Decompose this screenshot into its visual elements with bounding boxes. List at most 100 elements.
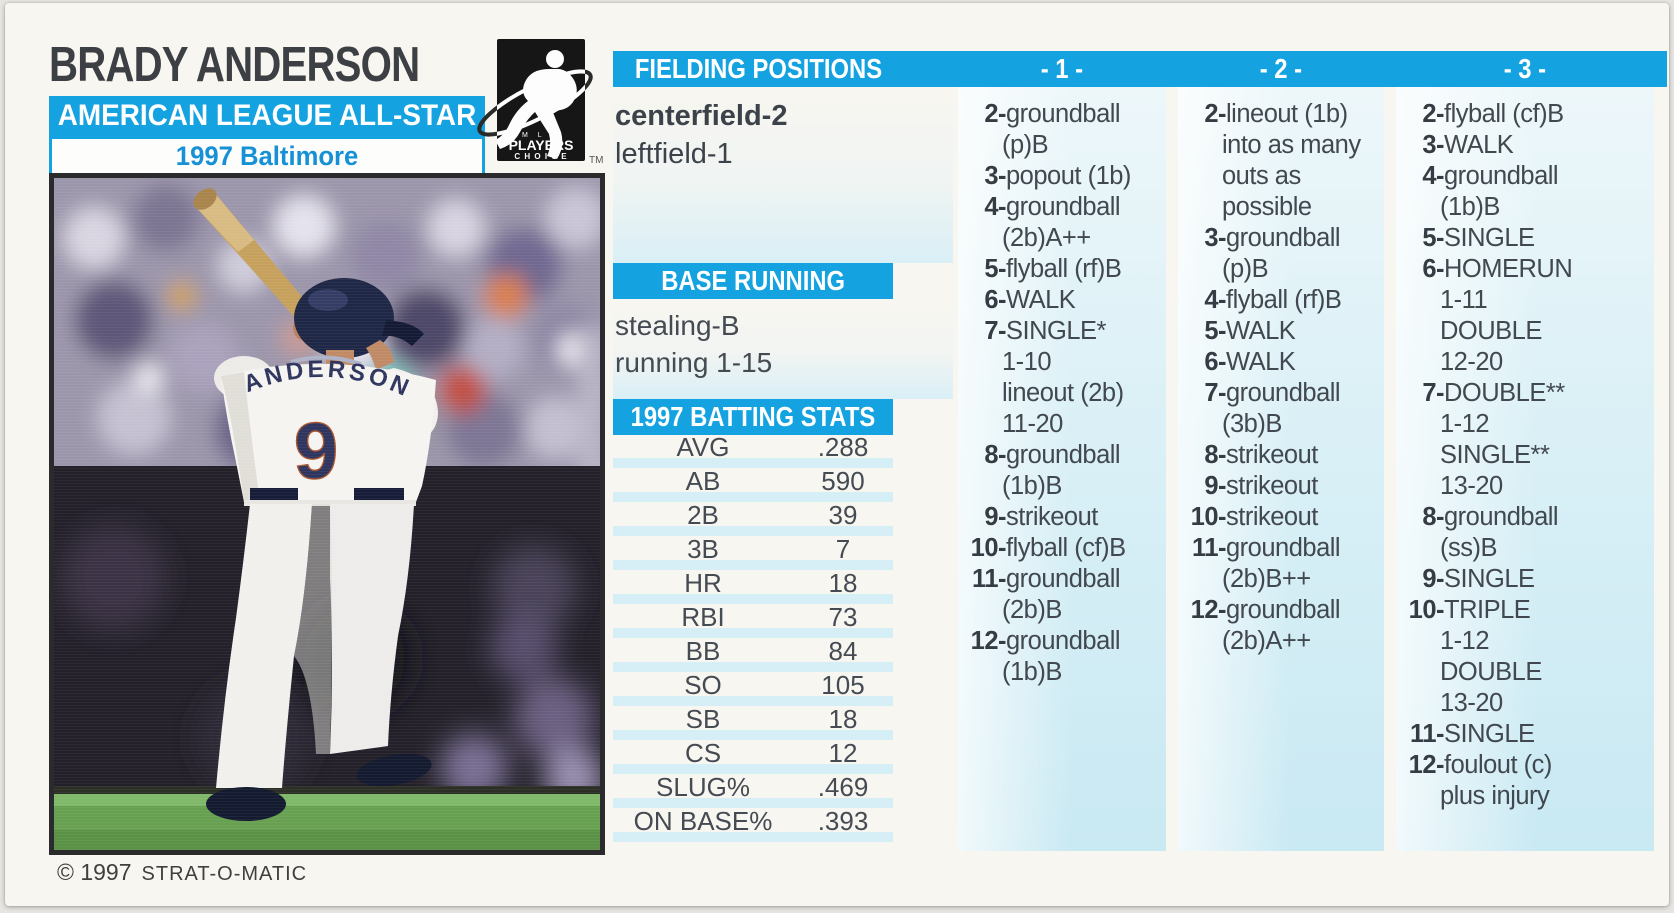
player-photo: ANDERSON 9 <box>34 158 620 855</box>
dice-entry: 9- strikeout <box>1184 471 1380 502</box>
entry-line: 9- strikeout <box>1204 472 1318 500</box>
entry-line: 3- WALK <box>1422 131 1514 159</box>
stat-label: SO <box>684 670 722 700</box>
entry-line: outs as <box>1222 162 1301 190</box>
stat-row: 2B 39 <box>613 502 893 537</box>
dice-entry: 5- WALK <box>1184 316 1380 347</box>
entry-line: 3- popout (1b) <box>984 162 1131 190</box>
entry-line: 8- strikeout <box>1204 441 1318 469</box>
stat-row: SO 105 <box>613 670 893 707</box>
dice-entry: 7- groundball (3b)B <box>1184 378 1380 440</box>
result-column-entries: 2- lineout (1b) into as many outs as possibl… <box>1178 87 1384 851</box>
fielding-position-line: leftfield-1 <box>615 138 733 170</box>
header-label-fielding: FIELDING POSITIONS <box>634 53 883 84</box>
stat-value: 105 <box>821 670 865 700</box>
dice-entry: 5- flyball (rf)B <box>964 254 1162 285</box>
entry-line: (3b)B <box>1222 410 1282 438</box>
entry-line: (1b)B <box>1002 658 1062 686</box>
stat-row: SB 18 <box>613 706 893 741</box>
dice-entry: 11- groundball (2b)B <box>964 564 1162 626</box>
entry-line: 6- HOMERUN <box>1422 255 1573 283</box>
dice-entry: 12- foulout (c) plus injury <box>1402 750 1650 812</box>
entry-line: DOUBLE <box>1440 658 1542 686</box>
entry-line: 10- strikeout <box>1190 503 1319 531</box>
dice-entry: 9- strikeout <box>964 502 1162 533</box>
entry-line: (1b)B <box>1002 472 1062 500</box>
entry-line: 11- SINGLE <box>1410 720 1535 748</box>
stat-value: .393 <box>817 806 869 836</box>
entry-line: 4- groundball <box>984 193 1121 221</box>
logo-players-label: PLAYERS <box>509 137 574 153</box>
fielding-positions-block: centerfield-2 leftfield-1 <box>613 87 953 263</box>
base-running-line: running 1-15 <box>615 347 773 378</box>
entry-line: 10- flyball (cf)B <box>970 534 1126 562</box>
entry-line: 5- SINGLE <box>1422 224 1535 252</box>
dice-entry: 3- popout (1b) <box>964 161 1162 192</box>
base-running-line: stealing-B <box>615 310 740 341</box>
stat-value: 590 <box>821 466 865 496</box>
entry-line: 11-20 <box>1002 410 1063 438</box>
stat-label: BB <box>685 636 721 666</box>
entry-line: (ss)B <box>1440 534 1498 562</box>
stat-row: ON BASE% .393 <box>613 806 893 843</box>
stat-value: 84 <box>828 636 858 666</box>
entry-line: 2- flyball (cf)B <box>1422 100 1564 128</box>
stat-label: CS <box>684 738 722 768</box>
entry-line: 8- groundball <box>1422 503 1559 531</box>
dice-entry: 3- WALK <box>1402 130 1650 161</box>
stat-row: AVG .288 <box>613 434 893 469</box>
stat-row: BB 84 <box>613 636 893 673</box>
copyright: © 1997 STRAT-O-MATIC <box>57 859 307 886</box>
dice-entry: 10- flyball (cf)B <box>964 533 1162 564</box>
entry-line: 1-10 <box>1002 348 1052 376</box>
dice-entry: 2- groundball (p)B <box>964 99 1162 161</box>
entry-line: 12-20 <box>1440 348 1503 376</box>
dice-entry: 3- groundball (p)B <box>1184 223 1380 285</box>
entry-line: 8- groundball <box>984 441 1121 469</box>
copyright-name: STRAT-O-MATIC <box>141 863 308 885</box>
dice-entry: 12- groundball (2b)A++ <box>1184 595 1380 657</box>
logo-player-icon <box>497 50 577 159</box>
stat-value: 18 <box>828 568 858 598</box>
stat-label: RBI <box>681 602 725 632</box>
entry-line: (2b)B <box>1002 596 1062 624</box>
stat-label: HR <box>684 568 722 598</box>
base-running-block: stealing-B running 1-15 <box>613 299 953 399</box>
dice-entry: 2- lineout (1b) into as many outs as possibl… <box>1184 99 1380 223</box>
column-header-bar: FIELDING POSITIONS - 1 - - 2 - - 3 - <box>613 51 1667 87</box>
stat-value: 7 <box>835 534 851 564</box>
entry-line: (p)B <box>1222 255 1269 283</box>
helmet <box>294 278 424 358</box>
entry-line: 6- WALK <box>984 286 1076 314</box>
entry-line: lineout (2b) <box>1002 379 1124 407</box>
stat-row: RBI 73 <box>613 602 893 639</box>
stat-value: 73 <box>828 602 858 632</box>
dice-entry: 4- groundball (2b)A++ <box>964 192 1162 254</box>
dice-entry: 7- SINGLE* 1-10 lineout (2b) 11-20 <box>964 316 1162 440</box>
entry-line: DOUBLE <box>1440 317 1542 345</box>
stat-row: AB 590 <box>613 466 893 503</box>
fielding-position-line: centerfield-2 <box>615 100 788 132</box>
dice-entry: 9- SINGLE <box>1402 564 1650 595</box>
entry-line: (2b)B++ <box>1222 565 1311 593</box>
dice-entry: 4- flyball (rf)B <box>1184 285 1380 316</box>
players-choice-logo: M L B PLAYERS C H O I C E TM <box>473 37 613 179</box>
entry-line: (p)B <box>1002 131 1049 159</box>
dice-entry: 11- groundball (2b)B++ <box>1184 533 1380 595</box>
stat-value: 12 <box>828 738 858 768</box>
header-label-col3: - 3 - <box>1503 53 1547 84</box>
dice-entry: 10- strikeout <box>1184 502 1380 533</box>
team-year-box: 1997 Baltimore <box>49 136 485 176</box>
team-year-label: 1997 Baltimore <box>175 140 359 171</box>
base-running-header: BASE RUNNING <box>613 263 893 299</box>
stat-label: ON BASE% <box>633 806 773 836</box>
stat-label: 3B <box>687 534 719 564</box>
dice-entry: 8- groundball (1b)B <box>964 440 1162 502</box>
stat-row: HR 18 <box>613 568 893 605</box>
dice-entry: 8- strikeout <box>1184 440 1380 471</box>
entry-line: 10- TRIPLE <box>1408 596 1531 624</box>
dice-entry: 5- SINGLE <box>1402 223 1650 254</box>
results-section: FIELDING POSITIONS - 1 - - 2 - - 3 - cen… <box>613 51 1667 906</box>
entry-line: 4- flyball (rf)B <box>1204 286 1342 314</box>
entry-line: 1-12 <box>1440 410 1490 438</box>
